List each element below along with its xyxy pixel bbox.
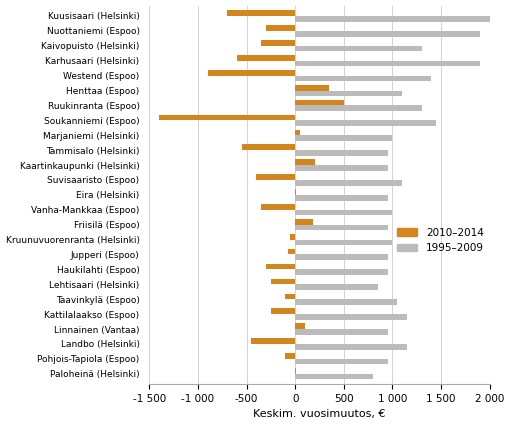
Bar <box>295 323 304 329</box>
Bar <box>295 368 296 374</box>
Bar <box>295 31 479 37</box>
Bar <box>295 269 387 275</box>
Bar <box>256 174 295 180</box>
Bar <box>207 70 295 76</box>
Bar <box>295 135 392 141</box>
Bar <box>295 299 397 305</box>
Bar <box>295 359 387 365</box>
Bar <box>295 120 435 126</box>
Bar <box>295 165 387 171</box>
Bar <box>295 130 299 135</box>
Bar <box>295 195 387 201</box>
Bar <box>285 353 295 359</box>
Bar <box>295 46 421 51</box>
Bar <box>288 249 295 255</box>
Bar <box>295 219 312 225</box>
Bar <box>295 240 392 245</box>
Bar <box>295 344 406 350</box>
Bar <box>295 16 489 22</box>
Bar <box>295 91 402 96</box>
Bar <box>270 279 295 284</box>
Bar <box>290 234 295 240</box>
Bar <box>266 25 295 31</box>
Bar <box>295 105 421 111</box>
Bar <box>241 144 295 150</box>
Bar <box>236 55 295 61</box>
Bar <box>266 264 295 269</box>
Bar <box>295 284 377 290</box>
Legend: 2010–2014, 1995–2009: 2010–2014, 1995–2009 <box>392 224 487 257</box>
Bar <box>295 100 343 105</box>
Bar <box>261 204 295 210</box>
Bar <box>295 61 479 66</box>
Bar <box>295 180 402 186</box>
Bar <box>295 159 314 165</box>
Bar <box>295 189 296 195</box>
Bar <box>251 338 295 344</box>
Bar <box>261 40 295 46</box>
Bar <box>295 76 431 81</box>
Bar <box>295 85 329 91</box>
Bar <box>159 115 295 120</box>
Bar <box>295 314 406 320</box>
Bar <box>227 10 295 16</box>
Bar <box>270 309 295 314</box>
Bar <box>295 225 387 230</box>
Bar <box>295 150 387 156</box>
Bar <box>285 294 295 299</box>
Bar <box>295 374 372 380</box>
Bar <box>295 329 387 334</box>
Bar <box>295 210 392 215</box>
Bar <box>295 255 387 260</box>
X-axis label: Keskim. vuosimuutos, €: Keskim. vuosimuutos, € <box>253 409 385 419</box>
